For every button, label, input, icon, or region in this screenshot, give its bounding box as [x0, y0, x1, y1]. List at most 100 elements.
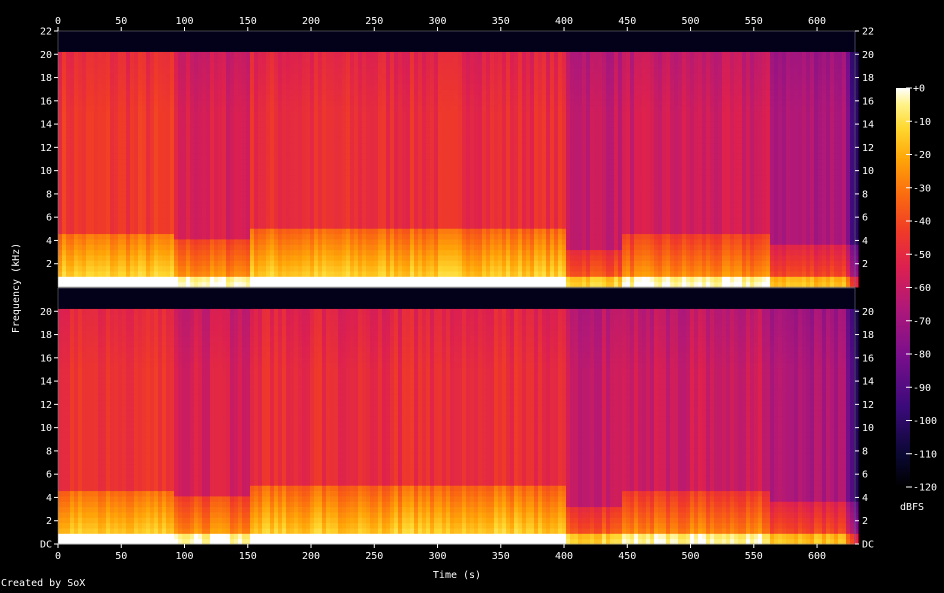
- spectrum-cell: [278, 233, 283, 240]
- spectrum-cell: [426, 78, 431, 85]
- spectrum-cell: [310, 249, 315, 256]
- spectrum-cell: [222, 260, 227, 267]
- spectrum-cell: [378, 169, 383, 176]
- spectrum-cell: [218, 137, 223, 144]
- spectrum-cell: [346, 142, 351, 149]
- spectrum-cell: [382, 78, 387, 85]
- spectrum-cell: [86, 110, 91, 117]
- spectrum-cell: [58, 265, 63, 272]
- spectrum-cell: [162, 67, 167, 74]
- spectrum-cell: [422, 153, 427, 160]
- spectrum-cell: [86, 89, 91, 96]
- spectrum-cell: [466, 201, 471, 208]
- spectrum-cell: [82, 201, 87, 208]
- spectrum-cell: [286, 222, 291, 229]
- spectrum-cell: [282, 185, 287, 192]
- spectrum-cell: [182, 174, 187, 181]
- spectrum-cell: [502, 110, 507, 117]
- spectrum-cell: [446, 180, 451, 186]
- spectrum-cell: [102, 51, 107, 58]
- spectrum-cell: [354, 116, 359, 122]
- spectrum-cell: [462, 233, 467, 240]
- spectrum-cell: [94, 238, 99, 245]
- spectrum-cell: [174, 254, 179, 261]
- spectrum-cell: [126, 201, 131, 208]
- spectrum-cell: [506, 169, 511, 176]
- spectrum-cell: [130, 158, 135, 165]
- spectrum-cell: [230, 169, 235, 176]
- spectrum-cell: [418, 249, 423, 256]
- spectrum-cell: [234, 281, 239, 288]
- spectrum-cell: [422, 206, 427, 213]
- spectrum-cell: [346, 62, 351, 69]
- spectrum-cell: [474, 67, 479, 74]
- spectrum-cell: [294, 174, 299, 181]
- spectrum-cell: [142, 89, 147, 96]
- spectrum-cell: [210, 281, 215, 288]
- spectrum-cell: [482, 148, 487, 154]
- spectrum-cell: [326, 222, 331, 229]
- spectrum-cell: [138, 233, 143, 240]
- spectrum-cell: [94, 62, 99, 69]
- spectrum-cell: [410, 233, 415, 240]
- spectrum-cell: [218, 164, 223, 170]
- spectrum-cell: [86, 158, 91, 165]
- spectrum-cell: [218, 73, 223, 80]
- spectrum-cell: [442, 174, 447, 181]
- spectrum-cell: [478, 89, 483, 96]
- spectrum-cell: [250, 174, 255, 181]
- spectrum-cell: [206, 281, 211, 288]
- spectrum-cell: [450, 83, 455, 90]
- spectrum-cell: [138, 249, 143, 256]
- spectrum-cell: [386, 276, 391, 283]
- spectrum-cell: [102, 116, 107, 122]
- spectrum-cell: [486, 270, 491, 277]
- spectrum-cell: [302, 89, 307, 96]
- spectrum-cell: [482, 105, 487, 112]
- spectrum-cell: [290, 164, 295, 170]
- spectrum-cell: [402, 201, 407, 208]
- spectrum-cell: [482, 228, 487, 235]
- spectrum-cell: [330, 222, 335, 229]
- spectrum-cell: [334, 206, 339, 213]
- spectrum-cell: [90, 212, 95, 219]
- spectrum-cell: [490, 249, 495, 256]
- spectrum-cell: [74, 228, 79, 235]
- spectrum-cell: [102, 270, 107, 277]
- spectrum-cell: [226, 142, 231, 149]
- spectrum-cell: [62, 180, 67, 186]
- spectrum-cell: [490, 276, 495, 283]
- spectrum-cell: [394, 233, 399, 240]
- spectrum-cell: [90, 265, 95, 272]
- spectrum-cell: [314, 201, 319, 208]
- spectrum-cell: [246, 105, 251, 112]
- spectrum-cell: [470, 196, 475, 203]
- spectrum-cell: [478, 164, 483, 170]
- spectrum-cell: [406, 281, 411, 288]
- spectrum-cell: [226, 217, 231, 224]
- spectrum-cell: [106, 238, 111, 245]
- spectrum-cell: [442, 185, 447, 192]
- spectrum-cell: [326, 78, 331, 85]
- spectrum-cell: [326, 217, 331, 224]
- spectrum-cell: [58, 73, 63, 80]
- spectrum-cell: [458, 233, 463, 240]
- spectrum-cell: [302, 62, 307, 69]
- spectrum-cell: [166, 89, 171, 96]
- spectrum-cell: [174, 83, 179, 90]
- spectrum-cell: [238, 94, 243, 101]
- spectrum-cell: [378, 196, 383, 203]
- spectrum-cell: [430, 249, 435, 256]
- spectrum-cell: [366, 67, 371, 74]
- spectrum-cell: [442, 265, 447, 272]
- spectrum-cell: [294, 132, 299, 138]
- spectrum-cell: [494, 206, 499, 213]
- spectrum-cell: [438, 222, 443, 229]
- spectrum-cell: [386, 196, 391, 203]
- spectrum-cell: [90, 100, 95, 106]
- spectrum-cell: [382, 222, 387, 229]
- spectrum-cell: [454, 217, 459, 224]
- spectrum-cell: [386, 67, 391, 74]
- spectrum-cell: [478, 196, 483, 203]
- spectrum-cell: [442, 249, 447, 256]
